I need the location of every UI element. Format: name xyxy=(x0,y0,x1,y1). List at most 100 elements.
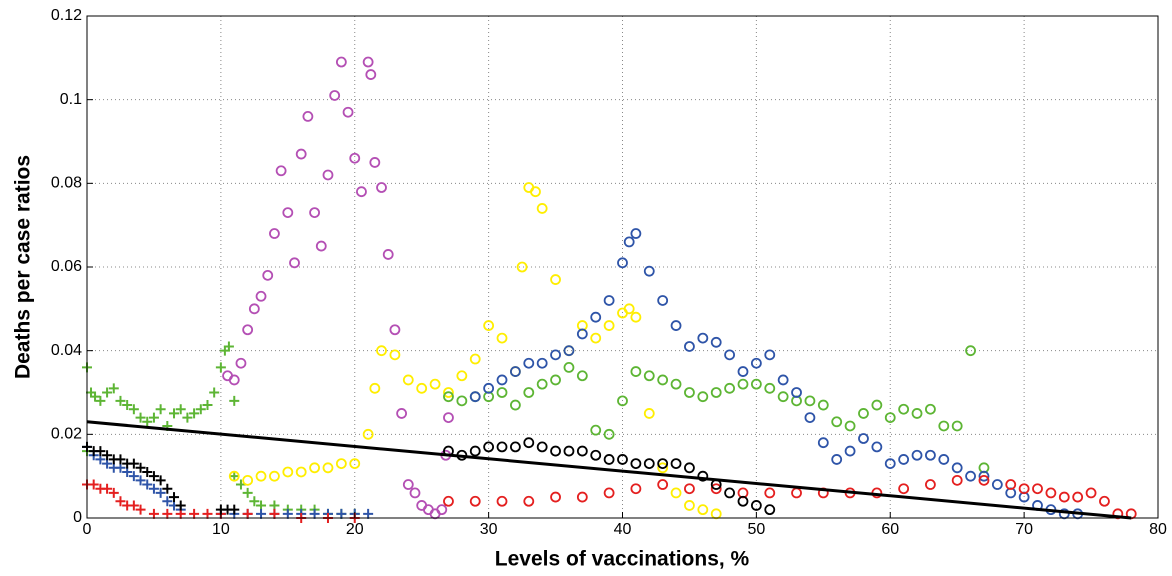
circle-point xyxy=(630,228,642,239)
circle-point xyxy=(831,416,843,428)
circle-point xyxy=(1018,483,1030,495)
circle-point xyxy=(1005,479,1017,490)
plus-point xyxy=(162,508,173,519)
circle-point xyxy=(817,437,829,449)
plus-point xyxy=(142,416,153,427)
plus-point xyxy=(88,479,99,490)
plus-point xyxy=(135,504,146,515)
plus-point xyxy=(122,466,133,477)
plus-point xyxy=(95,395,106,406)
circle-point xyxy=(269,470,280,482)
circle-point xyxy=(603,454,615,465)
circle-point xyxy=(369,382,381,394)
circle-point xyxy=(1045,487,1057,499)
circle-point xyxy=(309,462,320,474)
plus-point xyxy=(162,496,173,507)
circle-point xyxy=(617,257,628,269)
circle-point xyxy=(1099,495,1110,507)
plus-point xyxy=(269,508,280,519)
circle-point xyxy=(1032,483,1043,495)
circle-point xyxy=(456,395,468,407)
circle-point xyxy=(844,445,856,457)
circle-point xyxy=(804,395,816,407)
circle-point xyxy=(750,378,762,390)
circle-point xyxy=(643,458,655,470)
circle-point xyxy=(295,466,307,478)
circle-point xyxy=(469,391,481,403)
circle-point xyxy=(289,257,300,269)
circle-point xyxy=(643,370,655,382)
circle-point xyxy=(623,236,635,248)
circle-point xyxy=(309,207,320,219)
circle-point xyxy=(536,357,548,369)
marks xyxy=(82,56,1137,523)
plus-point xyxy=(175,500,186,511)
plus-point xyxy=(102,450,113,461)
circle-point xyxy=(951,474,963,486)
circle-point xyxy=(965,470,976,482)
circle-point xyxy=(436,504,448,516)
plus-point xyxy=(135,462,146,473)
y-tick-label: 0.1 xyxy=(60,91,82,108)
plus-point xyxy=(229,471,240,482)
circle-point xyxy=(365,69,377,80)
circle-point xyxy=(362,56,374,68)
plus-point xyxy=(336,508,347,519)
circle-point xyxy=(630,483,642,495)
circle-point xyxy=(329,90,341,101)
circle-point xyxy=(1058,491,1070,503)
plus-point xyxy=(122,400,133,411)
circle-point xyxy=(523,387,535,398)
circle-point xyxy=(750,500,762,511)
plus-point xyxy=(175,508,186,519)
circle-point xyxy=(804,412,816,424)
circle-point xyxy=(978,470,990,482)
x-tick-label: 70 xyxy=(1015,521,1033,538)
circle-point xyxy=(322,462,334,474)
plus-point xyxy=(309,508,320,519)
circle-point xyxy=(295,148,307,160)
circle-point xyxy=(255,470,267,482)
plus-point xyxy=(128,458,139,469)
circle-point xyxy=(737,495,749,507)
circle-point xyxy=(362,428,374,440)
circle-point xyxy=(657,295,669,306)
circle-point xyxy=(710,387,722,398)
plus-point xyxy=(269,500,280,511)
circle-point xyxy=(991,479,1003,490)
circle-point xyxy=(911,408,923,419)
circle-point xyxy=(724,487,735,499)
circle-point xyxy=(965,345,976,357)
circle-point xyxy=(302,111,314,122)
plus-point xyxy=(282,508,293,519)
circle-point xyxy=(563,345,575,357)
circle-point xyxy=(536,203,548,214)
circle-point xyxy=(469,495,481,507)
x-tick-label: 30 xyxy=(480,521,498,538)
circle-point xyxy=(402,479,414,490)
circle-point xyxy=(858,433,869,444)
circle-point xyxy=(951,462,963,474)
circle-point xyxy=(603,295,615,306)
circle-point xyxy=(510,399,521,411)
circle-point xyxy=(282,466,294,478)
plus-point xyxy=(135,412,146,423)
circle-point xyxy=(684,483,695,495)
circle-point xyxy=(657,458,669,470)
y-tick-label: 0.02 xyxy=(51,426,82,443)
plus-point xyxy=(95,454,106,465)
circle-point xyxy=(255,290,267,302)
plus-point xyxy=(189,508,200,519)
circle-point xyxy=(523,357,535,369)
circle-point xyxy=(684,500,695,511)
plus-point xyxy=(256,500,267,511)
circle-point xyxy=(228,374,240,386)
circle-point xyxy=(617,395,628,407)
circle-point xyxy=(643,265,655,277)
circle-point xyxy=(315,240,327,252)
circle-point xyxy=(335,56,347,68)
circle-point xyxy=(496,495,508,507)
plus-point xyxy=(128,471,139,482)
circle-point xyxy=(884,412,896,424)
